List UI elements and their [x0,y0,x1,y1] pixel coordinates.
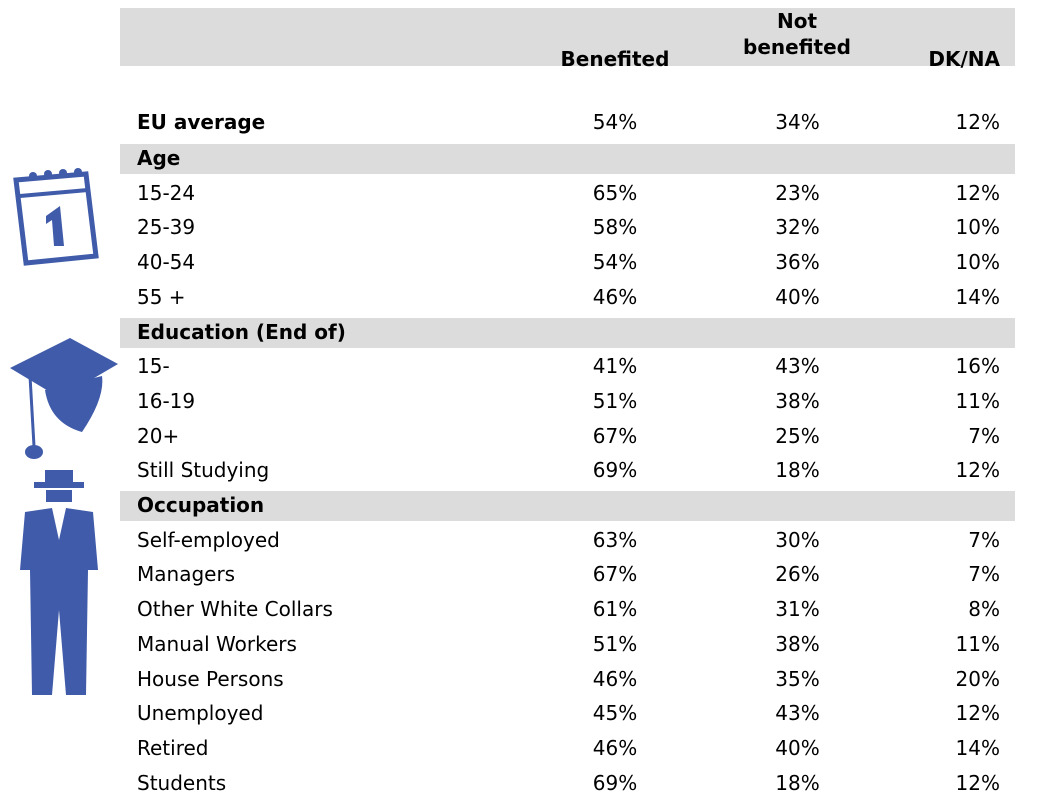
cell: 45% [592,701,638,726]
cell: 16% [955,354,1000,379]
row-label: 40-54 [137,250,196,275]
cell: 38% [775,631,820,656]
cell: 63% [592,527,638,552]
cell: 7% [968,527,1000,552]
cell: 54% [592,250,638,275]
section-title: Age [137,146,181,170]
cell: 38% [775,388,820,413]
row-label: 55 + [137,284,186,309]
row-label: 15- [137,354,170,379]
cell: 34% [775,110,820,134]
cell: 18% [775,770,820,795]
cell: 69% [592,770,638,795]
cell: 36% [775,250,820,275]
cell: 12% [955,110,1000,134]
cell: 11% [955,631,1000,656]
cell: 58% [592,215,638,240]
cell: 12% [955,770,1000,795]
cell: 7% [968,562,1000,587]
column-header: Benefited [560,47,670,71]
row-label: Students [137,770,227,795]
row-label: Managers [137,562,236,587]
cell: 69% [592,458,638,483]
row-label: Unemployed [137,701,264,726]
cell: 41% [592,354,638,379]
section-band [120,144,1015,174]
cell: 46% [592,735,638,760]
cell: 12% [955,180,1000,205]
cell: 51% [592,631,638,656]
cell: 51% [592,388,638,413]
section-title: Occupation [137,493,265,517]
row-label: Retired [137,735,209,760]
calendar-icon [13,168,99,266]
section-band [120,317,1015,348]
cell: 30% [775,527,820,552]
cell: 25% [775,423,820,448]
cell: 10% [955,250,1000,275]
row-label: House Persons [137,666,284,691]
cell: 8% [968,597,1000,622]
cell: 40% [775,284,820,309]
cell: 65% [592,180,638,205]
row-label: Manual Workers [137,631,297,656]
cell: 40% [775,735,820,760]
graduation-cap-icon [10,338,118,459]
cell: 10% [955,215,1000,240]
column-header: DK/NA [928,47,1000,71]
cell: 67% [592,562,638,587]
cell: 20% [955,666,1000,691]
businessman-icon [20,470,98,695]
cell: 46% [592,284,638,309]
cell: 54% [592,110,638,134]
section-band [120,491,1015,521]
row-label: 20+ [137,423,180,448]
cell: 26% [775,562,820,587]
row-label: Still Studying [137,458,270,483]
row-label: 15-24 [137,180,196,205]
cell: 23% [775,180,820,205]
section-title: Education (End of) [137,319,346,344]
cell: 7% [968,423,1000,448]
cell: 61% [592,597,638,622]
row-label: 25-39 [137,215,196,240]
cell: 67% [592,423,638,448]
cell: 12% [955,701,1000,726]
column-header: Not benefited [743,9,851,59]
cell: 35% [775,666,820,691]
row-label: Self-employed [137,527,280,552]
cell: 43% [775,701,820,726]
cell: 14% [955,735,1000,760]
cell: 46% [592,666,638,691]
row-label: EU average [137,110,266,134]
cell: 14% [955,284,1000,309]
cell: 12% [955,458,1000,483]
row-label: 16-19 [137,388,196,413]
cell: 31% [775,597,820,622]
cell: 32% [775,215,820,240]
header-band [120,8,1015,66]
row-label: Other White Collars [137,597,333,622]
cell: 18% [775,458,820,483]
cell: 43% [775,354,820,379]
cell: 11% [955,388,1000,413]
